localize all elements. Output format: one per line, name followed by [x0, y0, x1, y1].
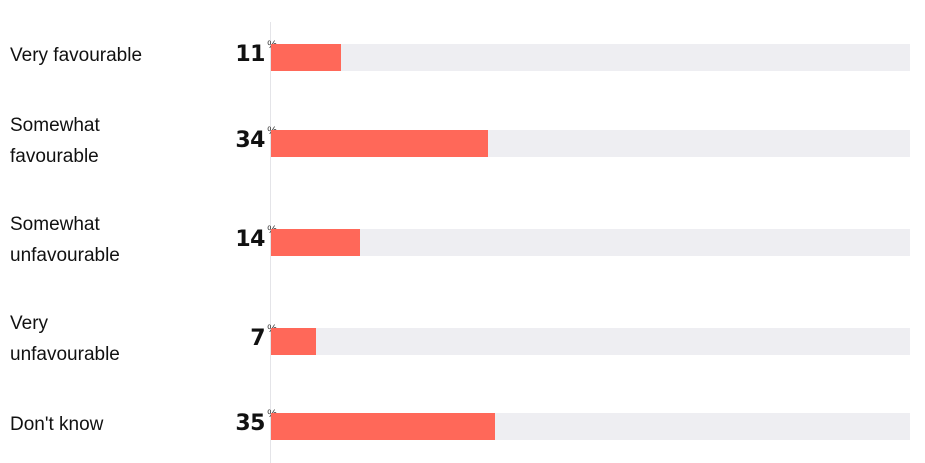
value-label: 34%: [235, 125, 277, 153]
category-label: Very unfavourable: [10, 308, 190, 370]
bar-track: [271, 43, 910, 71]
bar-track: [271, 327, 910, 355]
value-label: 7%: [250, 323, 277, 351]
value-number: 11: [235, 42, 265, 67]
category-label-line: Somewhat: [10, 115, 100, 136]
category-label-line: unfavourable: [10, 344, 120, 365]
bar: [271, 43, 341, 71]
category-label-line: unfavourable: [10, 245, 120, 266]
category-label: Somewhat unfavourable: [10, 209, 190, 271]
category-label-line: Somewhat: [10, 214, 100, 235]
category-label-line: Very favourable: [10, 44, 143, 66]
value-number: 14: [235, 227, 265, 252]
axis-line: [270, 22, 271, 463]
bar: [271, 412, 495, 440]
value-number: 34: [235, 128, 265, 153]
bar-track: [271, 228, 910, 256]
value-label: 14%: [235, 224, 277, 252]
value-label: 35%: [235, 408, 277, 436]
bar: [271, 327, 316, 355]
value-label: 11%: [235, 39, 277, 67]
category-label-line: favourable: [10, 146, 99, 167]
value-number: 7: [250, 326, 265, 351]
bar-track: [271, 412, 910, 440]
category-label: Somewhat favourable: [10, 110, 190, 172]
value-number: 35: [235, 411, 265, 436]
category-label: Don't know: [10, 409, 190, 440]
bar: [271, 129, 488, 157]
category-label-line: Don't know: [10, 413, 104, 435]
bar-track: [271, 129, 910, 157]
bar: [271, 228, 360, 256]
category-label-line: Very: [10, 313, 49, 334]
category-label: Very favourable: [10, 40, 190, 71]
